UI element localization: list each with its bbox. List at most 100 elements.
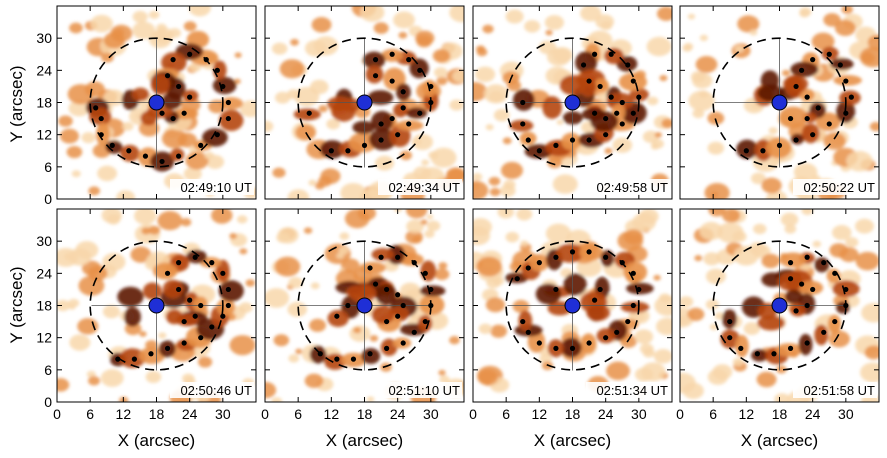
dot-marker: [361, 142, 368, 148]
x-axis-title: X (arcsec): [118, 431, 195, 450]
timestamp-box: [378, 382, 462, 398]
emission-blobs: [682, 6, 879, 199]
dot-marker: [176, 153, 182, 159]
dot-marker: [553, 254, 559, 260]
dot-marker: [776, 142, 783, 148]
dot-marker: [603, 115, 609, 122]
emission-blobs: [473, 6, 672, 199]
dot-marker: [406, 121, 412, 127]
dashed-circle: [89, 37, 224, 168]
dot-marker: [400, 340, 406, 346]
dot-marker: [727, 318, 733, 325]
dot-marker: [608, 51, 614, 57]
dot-marker: [372, 57, 379, 63]
dot-marker: [597, 286, 603, 293]
x-tick-label: 0: [469, 406, 477, 422]
x-axis-title: X (arcsec): [741, 431, 818, 450]
dot-marker: [793, 83, 799, 90]
timestamp-label: 02:49:58 UT: [596, 180, 668, 195]
x-tick-label: 12: [116, 406, 132, 422]
timestamp-label: 02:51:10 UT: [388, 383, 460, 398]
panel-5: 02:50:46 UT: [56, 208, 257, 403]
dot-marker: [536, 148, 542, 154]
dot-marker: [389, 51, 395, 57]
x-tick-label: 30: [423, 406, 439, 422]
y-tick-label: 24: [36, 265, 52, 281]
dot-marker: [131, 356, 137, 362]
dot-marker: [787, 260, 794, 266]
dot-marker: [810, 57, 816, 63]
dot-marker: [411, 260, 417, 266]
dot-marker: [225, 99, 231, 106]
dot-marker: [214, 132, 220, 138]
dot-marker: [799, 67, 805, 73]
dot-marker: [422, 270, 428, 276]
center-marker: [564, 94, 581, 111]
timestamp-label: 02:49:34 UT: [388, 180, 460, 195]
dot-marker: [176, 260, 182, 266]
dot-marker: [603, 132, 609, 138]
dot-marker: [181, 318, 187, 325]
y-tick-label: 30: [36, 233, 52, 249]
dot-marker: [428, 302, 434, 309]
dashed-circle: [505, 37, 640, 168]
dot-marker: [203, 57, 209, 63]
dot-marker: [98, 132, 104, 138]
dot-marker: [367, 265, 373, 271]
timestamp-label: 02:51:58 UT: [803, 383, 875, 398]
dot-marker: [630, 302, 636, 309]
x-tick-label: 0: [261, 406, 269, 422]
center-marker: [356, 94, 373, 111]
timestamp-box: [378, 179, 462, 195]
y-tick-label: 18: [36, 298, 52, 314]
x-tick-label: 30: [838, 406, 854, 422]
dot-marker: [220, 83, 226, 90]
panel-4: 02:50:22 UT: [679, 5, 880, 200]
dot-marker: [553, 286, 559, 293]
timestamp-box: [586, 179, 670, 195]
dot-marker: [192, 254, 198, 260]
dot-marker: [619, 260, 625, 266]
dot-marker: [815, 105, 821, 111]
dot-marker: [793, 308, 799, 314]
x-tick-label: 30: [215, 406, 231, 422]
y-tick-label: 0: [44, 394, 52, 410]
y-tick-label: 12: [36, 127, 52, 143]
dot-marker: [181, 110, 187, 116]
dot-marker: [569, 137, 576, 143]
dot-marker: [170, 115, 176, 122]
dot-marker: [422, 318, 428, 325]
timestamp-box: [793, 179, 877, 195]
timestamp-box: [170, 179, 254, 195]
dot-marker: [738, 345, 744, 351]
dot-marker: [743, 148, 749, 154]
dot-marker: [159, 158, 165, 165]
dot-marker: [553, 142, 559, 148]
x-axis-title: X (arcsec): [534, 431, 611, 450]
dot-marker: [378, 121, 384, 127]
x-tick-label: 6: [502, 406, 510, 422]
x-tick-label: 24: [598, 406, 614, 422]
dot-marker: [384, 345, 390, 351]
x-axis-title: X (arcsec): [326, 431, 403, 450]
panel-3: 02:49:58 UT: [472, 5, 673, 200]
dot-marker: [209, 324, 215, 330]
y-tick-label: 12: [36, 330, 52, 346]
dot-marker: [771, 351, 777, 357]
dot-marker: [93, 105, 99, 111]
x-tick-label: 6: [709, 406, 717, 422]
dot-marker: [142, 153, 149, 159]
x-tick-label: 0: [53, 406, 61, 422]
dot-marker: [406, 57, 412, 63]
x-tick-label: 0: [676, 406, 684, 422]
y-axis-title-top: Y (arcsec): [7, 65, 26, 142]
dot-marker: [417, 110, 423, 116]
dot-marker: [586, 249, 592, 255]
dot-marker: [597, 83, 603, 90]
dot-marker: [225, 115, 231, 122]
center-marker: [771, 94, 788, 111]
dot-marker: [592, 297, 598, 303]
dot-marker: [148, 351, 154, 357]
dot-marker: [804, 302, 810, 309]
